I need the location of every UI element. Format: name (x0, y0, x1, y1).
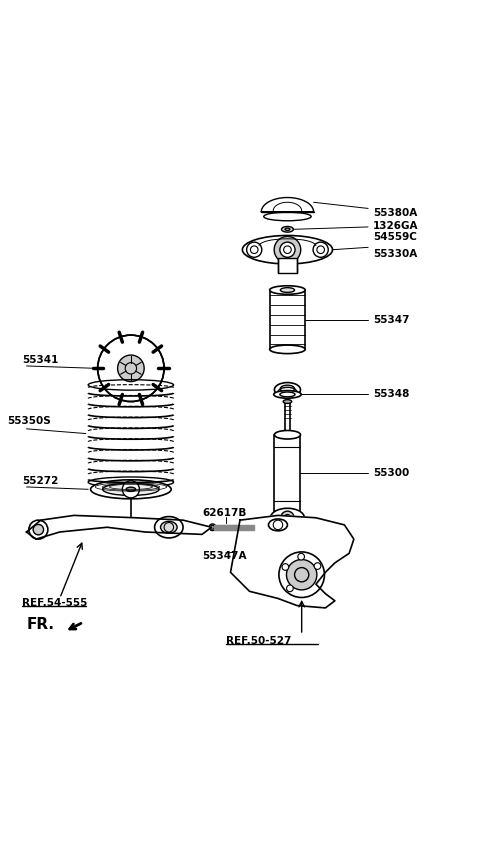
Ellipse shape (270, 345, 305, 353)
Text: FR.: FR. (26, 617, 55, 632)
Ellipse shape (240, 542, 250, 552)
Text: 55330A: 55330A (373, 249, 417, 260)
Ellipse shape (268, 519, 288, 531)
Circle shape (247, 243, 262, 257)
Ellipse shape (160, 521, 177, 533)
Ellipse shape (281, 226, 293, 232)
Text: REF.54-555: REF.54-555 (22, 599, 87, 608)
Text: 55347A: 55347A (202, 550, 247, 561)
Text: 55380A: 55380A (373, 208, 417, 218)
Text: 55347: 55347 (373, 315, 409, 325)
Circle shape (279, 552, 324, 598)
Bar (275, 435, 300, 511)
Polygon shape (275, 435, 300, 511)
Ellipse shape (29, 520, 48, 539)
Text: 55272: 55272 (22, 476, 58, 486)
Ellipse shape (275, 431, 300, 439)
Circle shape (313, 243, 328, 257)
Text: 55300: 55300 (373, 468, 409, 477)
Ellipse shape (103, 483, 159, 495)
Circle shape (287, 560, 317, 590)
Ellipse shape (271, 508, 304, 527)
Circle shape (122, 481, 139, 498)
Text: 55348: 55348 (373, 390, 409, 399)
Polygon shape (270, 290, 305, 349)
Ellipse shape (126, 487, 136, 491)
Ellipse shape (278, 387, 297, 396)
Ellipse shape (91, 480, 171, 499)
Circle shape (97, 335, 164, 402)
Circle shape (274, 237, 301, 263)
Text: 55341: 55341 (22, 354, 58, 365)
Ellipse shape (274, 390, 301, 398)
Ellipse shape (209, 524, 216, 531)
Text: 54559C: 54559C (373, 232, 417, 243)
Polygon shape (214, 525, 254, 530)
Circle shape (281, 511, 294, 525)
Circle shape (314, 562, 321, 569)
Ellipse shape (251, 524, 260, 531)
Bar (270, 290, 305, 349)
Text: 55350S: 55350S (8, 416, 51, 427)
Polygon shape (26, 515, 212, 539)
Polygon shape (261, 198, 313, 212)
Circle shape (280, 243, 295, 257)
Ellipse shape (33, 525, 44, 535)
Ellipse shape (155, 517, 183, 538)
Ellipse shape (280, 287, 295, 292)
Ellipse shape (270, 286, 305, 294)
Ellipse shape (275, 383, 300, 396)
Circle shape (118, 355, 144, 382)
Ellipse shape (242, 236, 333, 264)
Circle shape (298, 553, 304, 560)
Circle shape (282, 563, 288, 570)
Text: 62617B: 62617B (202, 508, 246, 518)
Polygon shape (285, 402, 290, 433)
Ellipse shape (283, 400, 292, 403)
Circle shape (287, 585, 293, 592)
Bar (278, 258, 297, 273)
Polygon shape (230, 515, 354, 608)
Text: 1326GA: 1326GA (373, 220, 419, 230)
Text: REF.50-527: REF.50-527 (226, 636, 291, 646)
